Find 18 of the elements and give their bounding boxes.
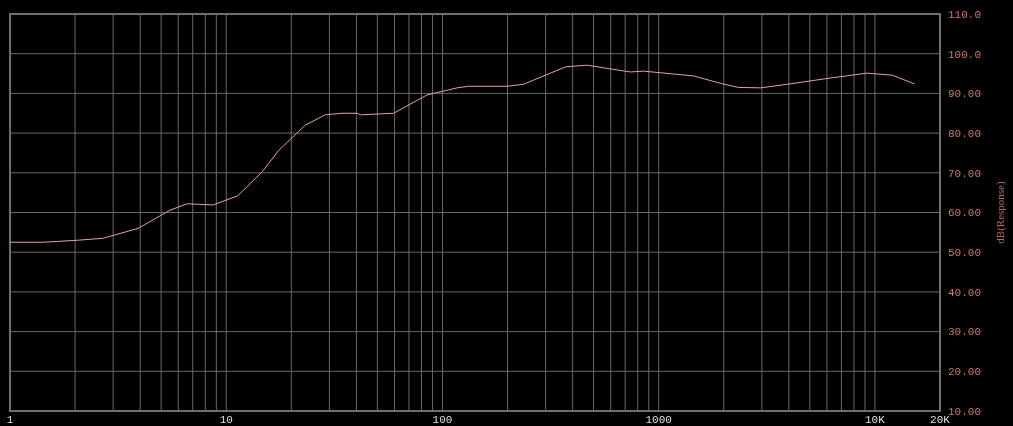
x-tick-label: 10K (865, 414, 886, 426)
y-tick-label: 60.00 (948, 207, 982, 220)
y-tick-label: 30.00 (948, 326, 982, 339)
y-axis-title: dB(Response) (994, 181, 1007, 244)
x-tick-label: 1 (6, 414, 14, 426)
y-tick-label: 80.00 (948, 127, 982, 140)
y-tick-label: 70.00 (948, 167, 982, 180)
y-tick-label: 50.00 (948, 247, 982, 260)
x-tick-label: 100 (432, 414, 453, 426)
y-tick-label: 20.00 (948, 366, 982, 379)
y-tick-label: 40.00 (948, 286, 982, 299)
x-tick-label: 20K (930, 414, 951, 426)
y-tick-label: 100.0 (948, 48, 982, 61)
y-tick-label: 110.0 (948, 8, 982, 21)
y-tick-label: 90.00 (948, 88, 982, 101)
y-tick-label: 10.00 (948, 405, 982, 418)
x-tick-label: 10 (219, 414, 233, 426)
x-tick-label: 1000 (645, 414, 672, 426)
